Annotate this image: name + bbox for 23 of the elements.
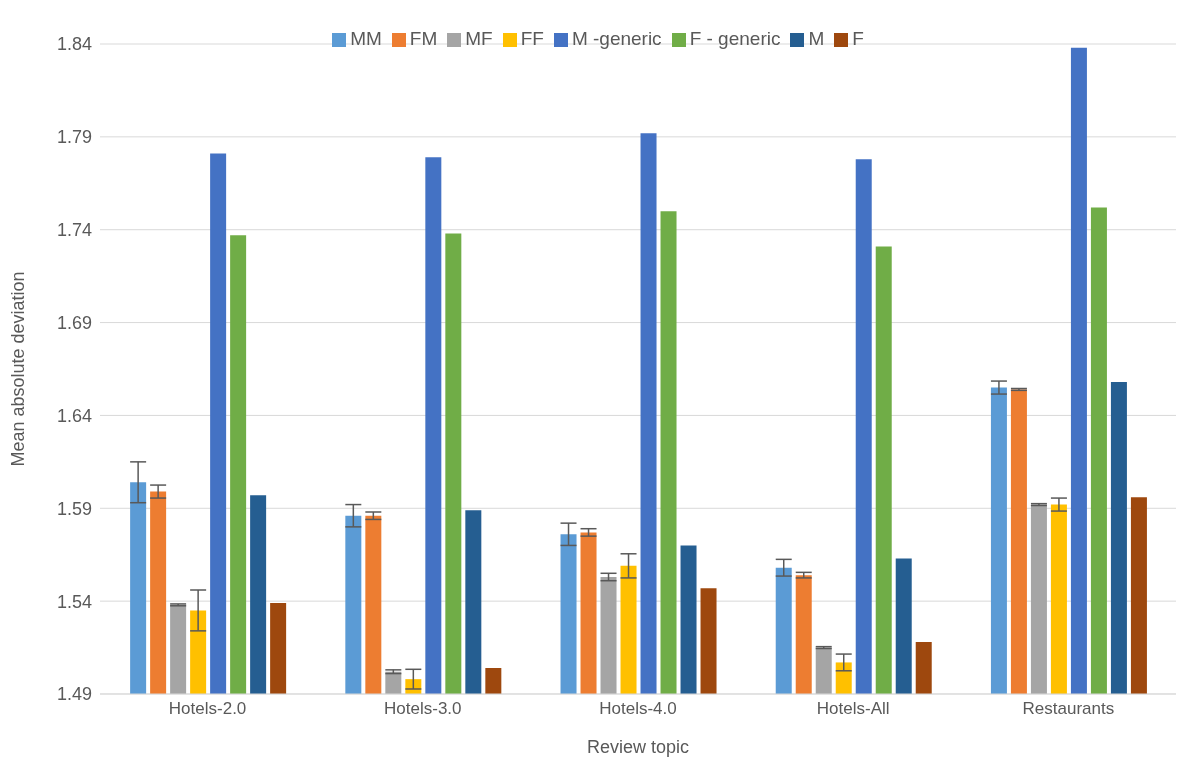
legend-label: FF <box>520 28 544 49</box>
legend-label: F <box>852 28 864 49</box>
y-tick-label: 1.54 <box>56 591 92 612</box>
x-tick-label: Hotels-4.0 <box>599 699 677 719</box>
x-tick-label: Hotels-3.0 <box>384 699 462 719</box>
y-tick-label: 1.69 <box>56 312 92 333</box>
legend-label: M <box>808 28 825 49</box>
y-tick-label: 1.74 <box>56 220 92 241</box>
y-tick-label: 1.59 <box>56 498 92 519</box>
legend-label: FM <box>409 28 438 49</box>
y-tick-label: 1.64 <box>56 405 92 426</box>
legend-label: MF <box>465 28 493 49</box>
y-tick-label: 1.84 <box>56 34 92 55</box>
y-tick-label: 1.49 <box>56 684 92 705</box>
x-tick-label: Hotels-2.0 <box>168 699 247 719</box>
legend-label: MM <box>350 28 382 49</box>
x-axis-title: Review topic <box>586 736 690 757</box>
x-tick-label: Restaurants <box>1022 699 1115 719</box>
legend-label: M -generic <box>571 28 662 49</box>
y-axis-title: Mean absolute deviation <box>8 271 29 467</box>
x-tick-label: Hotels-All <box>816 699 890 719</box>
legend-label: F - generic <box>689 28 781 49</box>
y-tick-label: 1.79 <box>56 127 92 148</box>
